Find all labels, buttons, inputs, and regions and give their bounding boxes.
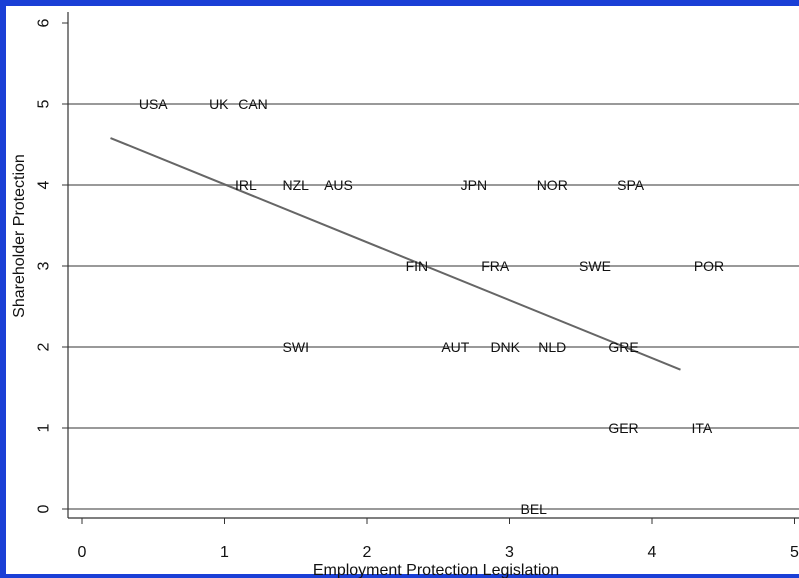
point-label-ger: GER xyxy=(608,420,638,436)
point-label-dnk: DNK xyxy=(490,339,520,355)
x-axis-title: Employment Protection Legislation xyxy=(313,562,559,578)
point-label-bel: BEL xyxy=(520,501,547,517)
y-tick-label: 6 xyxy=(36,18,53,27)
point-label-swi: SWI xyxy=(283,339,309,355)
point-label-ita: ITA xyxy=(692,420,713,436)
x-tick-label: 0 xyxy=(78,544,87,561)
x-tick-label: 1 xyxy=(220,544,229,561)
x-tick-label: 4 xyxy=(648,544,657,561)
y-axis-title: Shareholder Protection xyxy=(11,154,28,318)
fit-line xyxy=(110,137,681,371)
y-tick-label: 4 xyxy=(36,180,53,189)
point-label-nld: NLD xyxy=(538,339,566,355)
y-tick-label: 3 xyxy=(36,261,53,270)
point-label-swe: SWE xyxy=(579,258,611,274)
y-tick-label: 1 xyxy=(36,423,53,432)
x-tick-label: 3 xyxy=(505,544,514,561)
point-label-spa: SPA xyxy=(617,177,645,193)
point-label-jpn: JPN xyxy=(461,177,487,193)
point-label-irl: IRL xyxy=(235,177,257,193)
point-label-por: POR xyxy=(694,258,724,274)
point-label-nzl: NZL xyxy=(283,177,310,193)
y-tick-label: 0 xyxy=(36,504,53,513)
point-label-usa: USA xyxy=(139,96,168,112)
point-label-nor: NOR xyxy=(537,177,568,193)
x-tick-label: 5 xyxy=(790,544,799,561)
point-label-uk: UK xyxy=(209,96,229,112)
point-label-aus: AUS xyxy=(324,177,353,193)
point-label-aut: AUT xyxy=(441,339,469,355)
y-tick-label: 5 xyxy=(36,99,53,108)
point-label-fra: FRA xyxy=(481,258,510,274)
point-label-gre: GRE xyxy=(608,339,638,355)
point-label-can: CAN xyxy=(238,96,268,112)
y-tick-label: 2 xyxy=(36,342,53,351)
point-label-fin: FIN xyxy=(406,258,429,274)
x-tick-label: 2 xyxy=(363,544,372,561)
